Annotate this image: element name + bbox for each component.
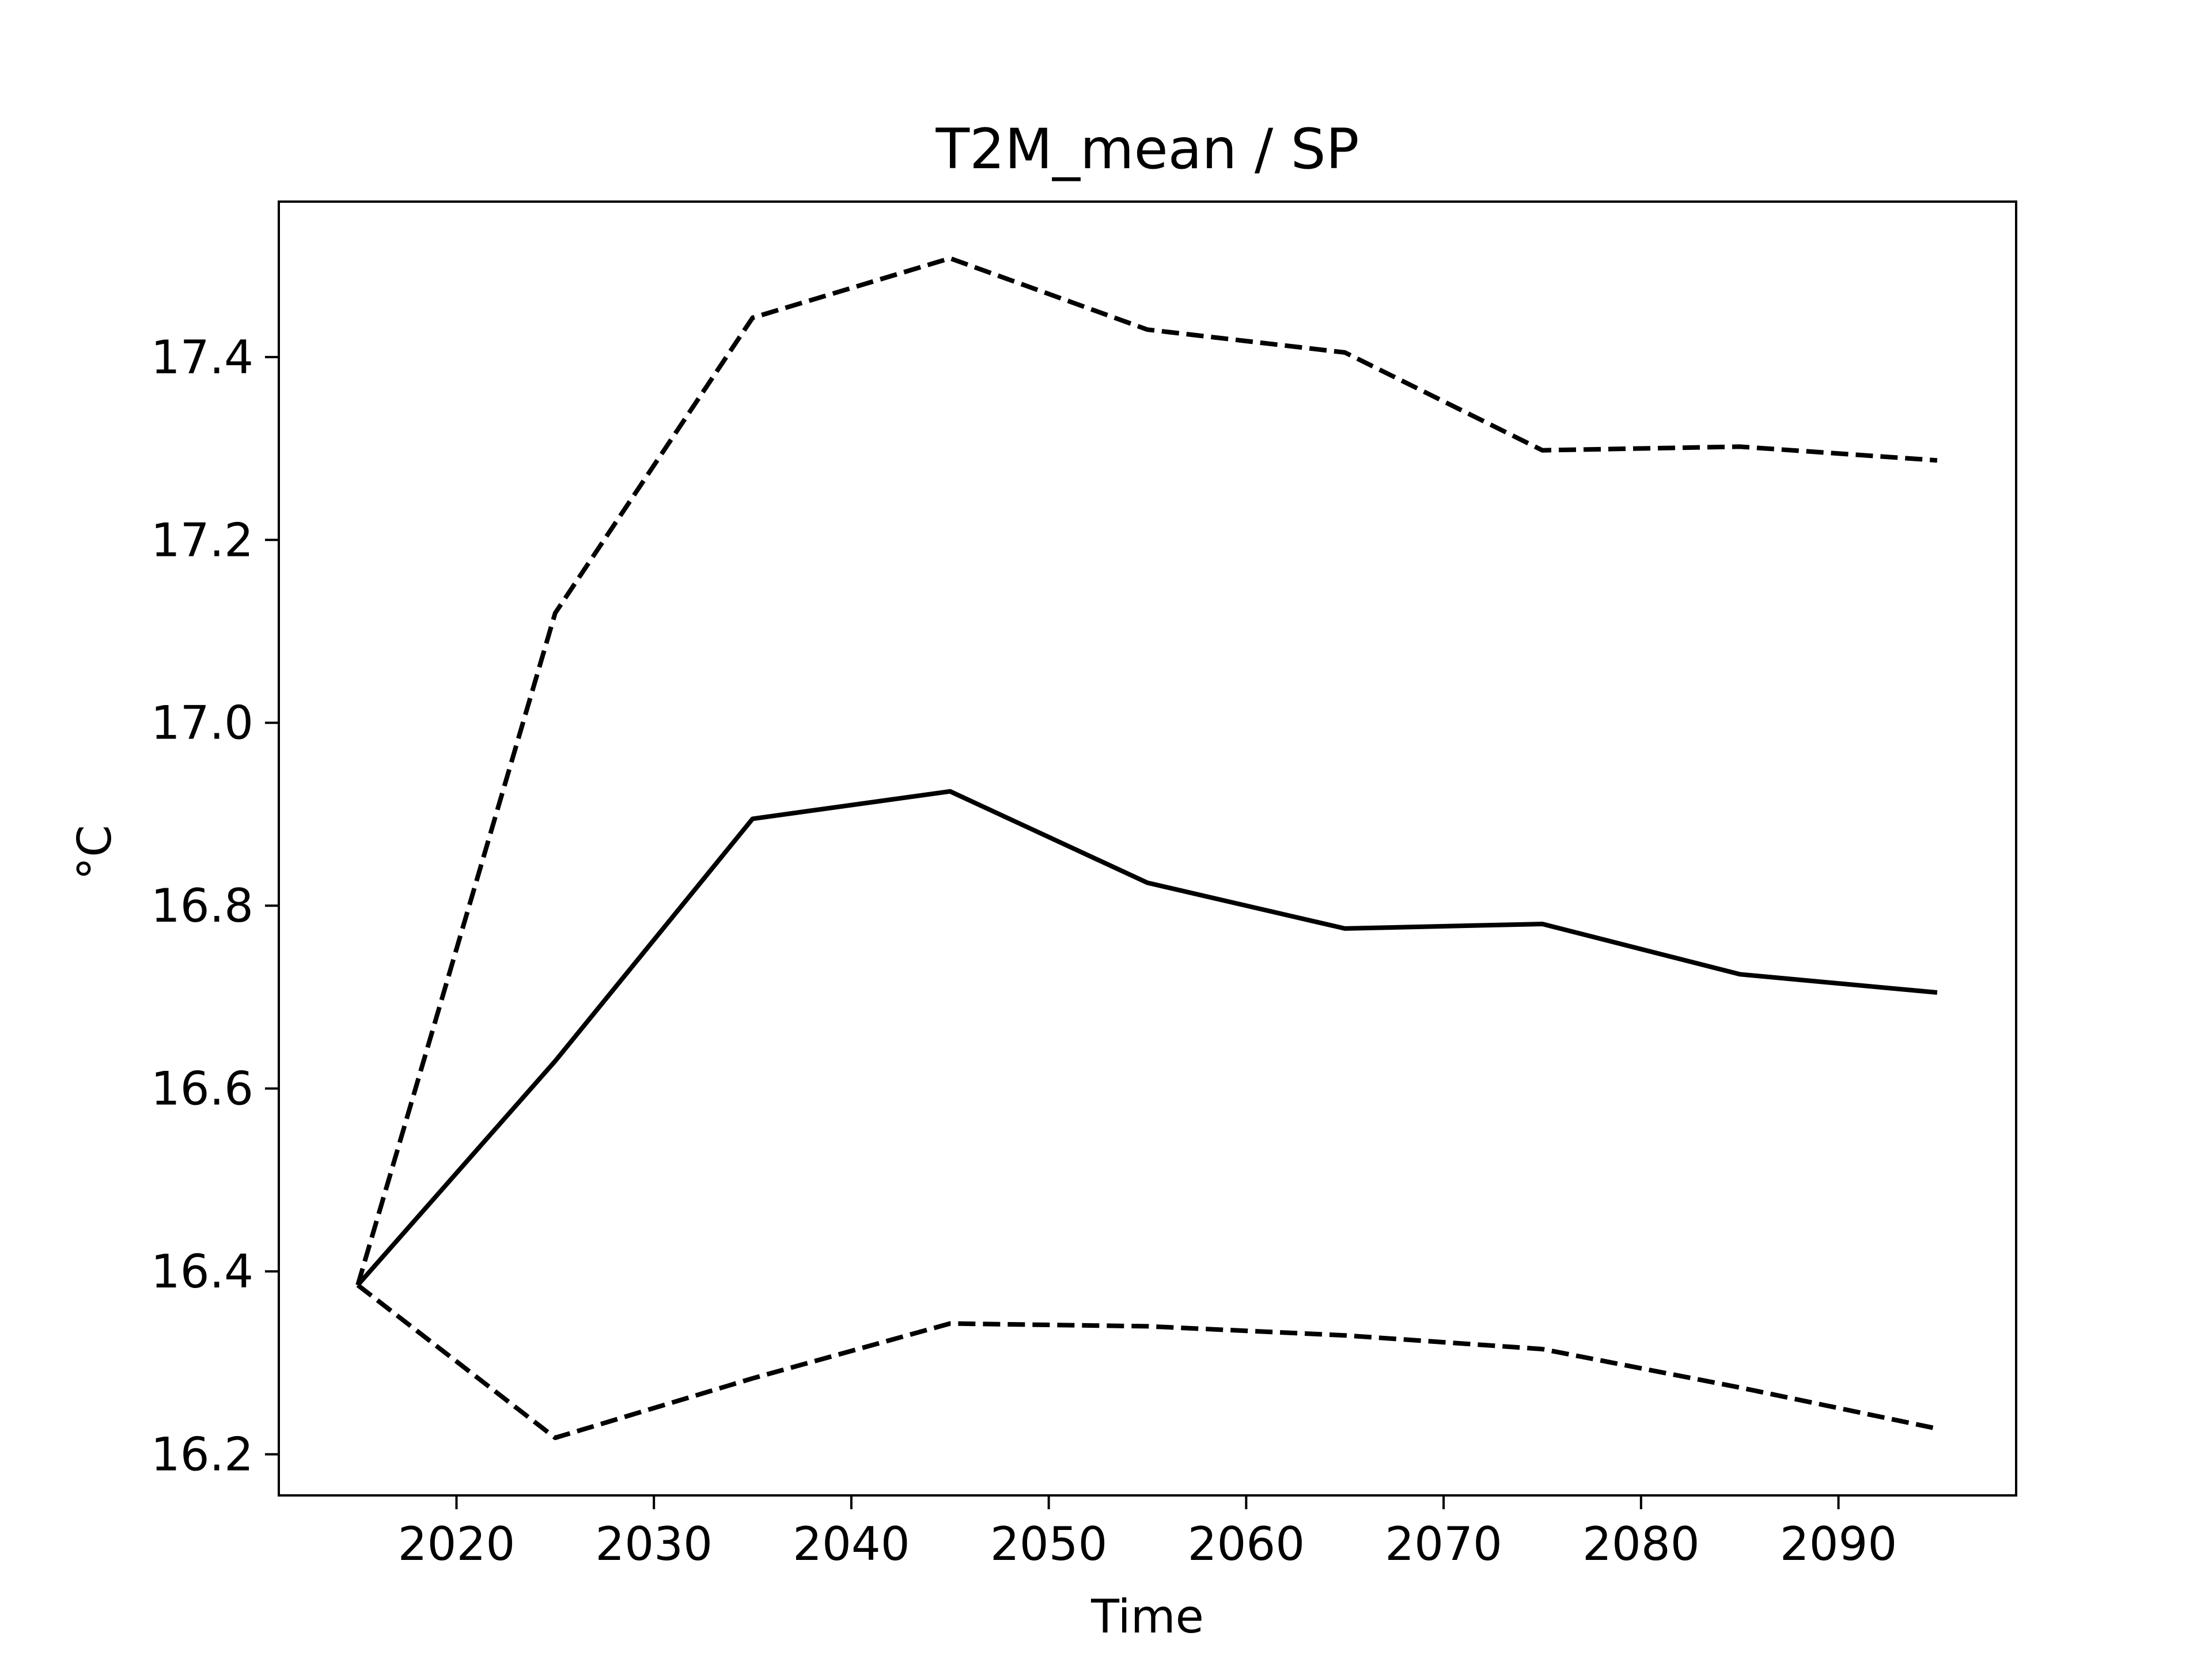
chart-title: T2M_mean / SP: [935, 117, 1359, 181]
x-tick-label: 2020: [398, 1517, 516, 1571]
y-tick-label: 17.4: [151, 331, 253, 384]
x-axis-label: Time: [1090, 1590, 1204, 1643]
plot-frame: [278, 200, 2017, 1497]
series-line-upper: [355, 256, 1938, 1286]
series-line-lower: [356, 1283, 1938, 1440]
x-tick-label: 2060: [1188, 1517, 1305, 1571]
series-line-mean: [356, 789, 1938, 1287]
x-tick-label: 2040: [793, 1517, 910, 1571]
x-axis-ticks: 2020 2030 2040 2050 2060 2070 2080 2090: [398, 1495, 1897, 1571]
y-axis-ticks: 16.2 16.4 16.6 16.8 17.0 17.2 17.4: [151, 331, 279, 1482]
x-tick-label: 2090: [1780, 1517, 1897, 1571]
x-tick-label: 2080: [1582, 1517, 1700, 1571]
x-tick-label: 2070: [1385, 1517, 1502, 1571]
x-tick-label: 2050: [990, 1517, 1108, 1571]
x-tick-label: 2030: [595, 1517, 713, 1571]
y-tick-label: 16.4: [151, 1245, 253, 1298]
y-tick-label: 17.2: [151, 513, 253, 567]
y-axis-label: °C: [68, 825, 122, 880]
y-tick-label: 16.6: [151, 1062, 253, 1116]
series-layer: [355, 256, 1938, 1440]
y-tick-label: 17.0: [151, 696, 253, 750]
y-tick-label: 16.2: [151, 1428, 253, 1482]
y-tick-label: 16.8: [151, 879, 253, 933]
